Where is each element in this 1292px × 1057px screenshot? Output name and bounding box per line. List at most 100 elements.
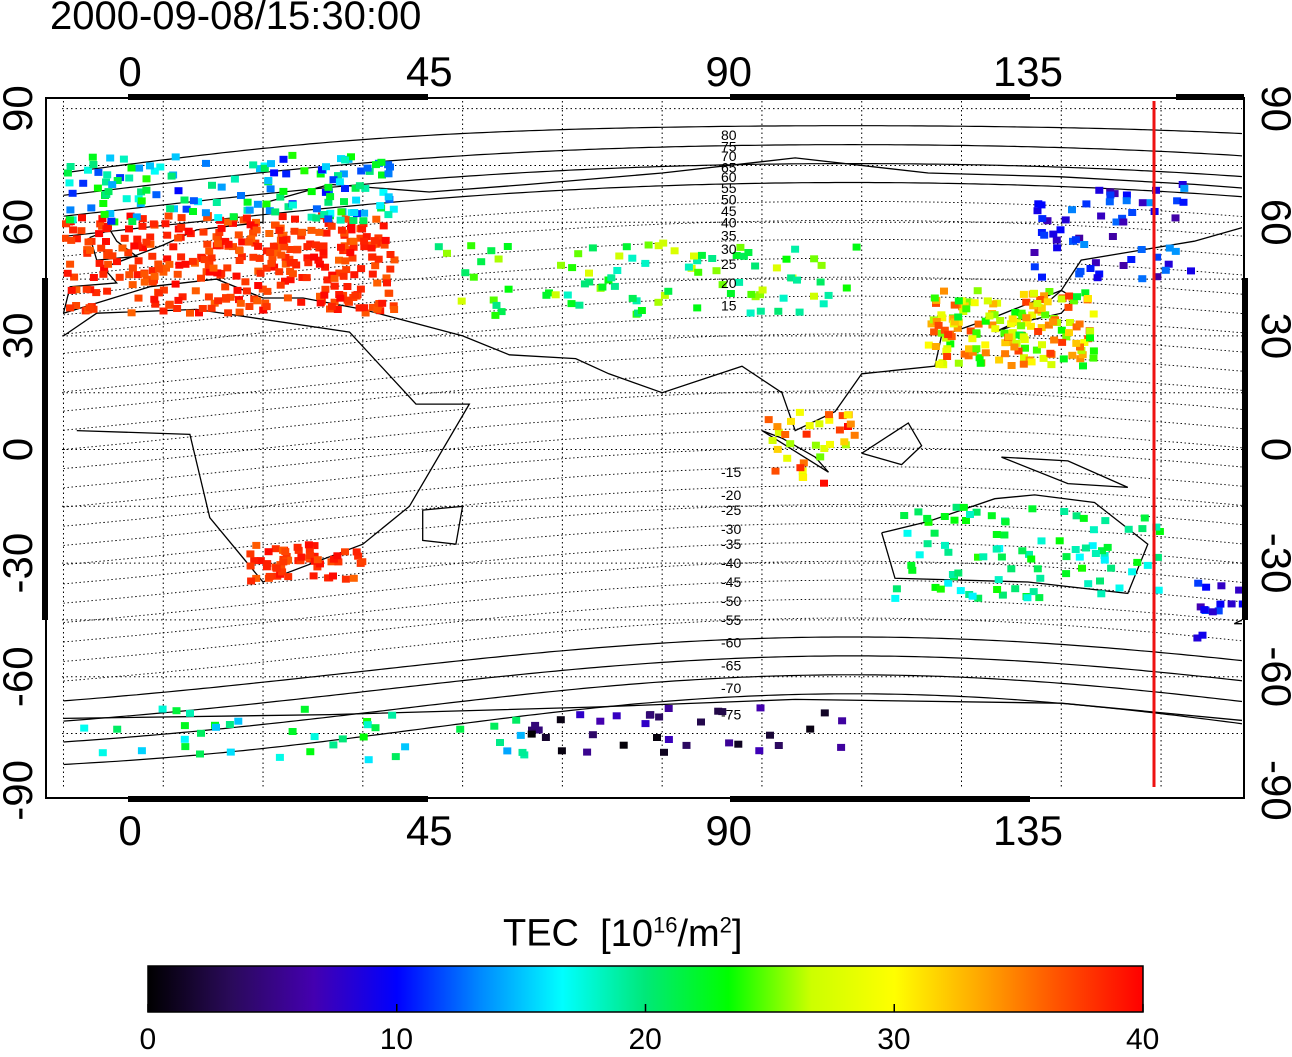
tec-cell (351, 291, 360, 299)
tec-cell (1062, 570, 1071, 578)
lat-tick-label-left: -30 (0, 533, 41, 594)
tec-cell (1138, 199, 1147, 207)
tec-cell (368, 270, 377, 278)
tec-cell (356, 285, 365, 293)
tec-cell (1086, 334, 1094, 342)
tec-cell (1028, 311, 1037, 319)
tec-cell (305, 546, 314, 554)
tec-cell (567, 300, 576, 308)
tec-cell (588, 244, 597, 252)
tec-cell (1143, 561, 1152, 569)
tec-cell (1082, 200, 1091, 208)
tec-cell (596, 717, 605, 725)
tec-cell (262, 303, 271, 311)
tec-cell (320, 291, 329, 299)
tec-cell (272, 564, 281, 572)
tec-cell (583, 748, 592, 756)
contour-label: -65 (721, 657, 741, 673)
tec-cell (952, 503, 961, 511)
tec-cell (968, 335, 977, 343)
tec-cell (165, 301, 174, 309)
contour-label: 30 (721, 241, 737, 257)
tec-cell (142, 175, 151, 183)
tec-cell (339, 272, 348, 280)
tec-cell (1091, 259, 1100, 267)
tec-cell (383, 279, 391, 287)
tec-cell (1208, 608, 1217, 616)
tec-cell (979, 553, 988, 561)
tec-cell (779, 294, 788, 302)
tec-cell (1258, 626, 1266, 633)
tec-cell (1076, 343, 1084, 351)
tec-cell (307, 213, 316, 221)
tec-cell (72, 302, 81, 309)
tec-cell (100, 264, 109, 272)
tec-cell (1021, 344, 1029, 352)
tec-cell (1216, 600, 1225, 608)
tec-cell (1127, 256, 1136, 263)
tec-cell (1217, 582, 1226, 590)
tec-cell (1214, 607, 1223, 615)
tec-cell (972, 508, 981, 516)
tec-cell (89, 161, 98, 168)
tec-cell (1038, 341, 1046, 349)
tec-cell (351, 184, 360, 192)
tec-cell (557, 747, 566, 755)
tec-cell (169, 243, 178, 251)
tec-cell (207, 254, 216, 262)
tec-cell (973, 287, 982, 295)
tec-cell (664, 736, 673, 743)
tec-cell (286, 276, 295, 284)
tec-cell (1010, 343, 1019, 351)
tec-cell (324, 198, 333, 206)
tec-cell (226, 748, 235, 756)
tec-cell (811, 441, 820, 449)
tec-cell (1101, 517, 1110, 525)
tec-cell (264, 177, 273, 184)
contour-line (63, 503, 1242, 566)
tec-cell (266, 185, 275, 193)
tec-cell (976, 359, 985, 367)
tec-cell (373, 305, 382, 313)
tec-cell (343, 283, 352, 290)
tec-cell (645, 711, 654, 719)
tec-cell (718, 281, 727, 289)
tec-cell (302, 274, 311, 282)
tec-cell (935, 360, 944, 368)
tec-cell (714, 707, 723, 715)
tec-cell (324, 183, 333, 191)
tec-cell (224, 240, 233, 248)
tec-cell (98, 222, 107, 230)
tec-cell (1001, 339, 1010, 347)
tec-cell (1259, 606, 1267, 613)
tec-cell (960, 350, 969, 358)
tec-cell (341, 257, 350, 265)
tec-cell (1007, 362, 1016, 369)
tec-cell (197, 729, 205, 737)
tec-cell (1140, 514, 1149, 522)
tec-cell (262, 200, 271, 208)
tec-cell (684, 263, 693, 271)
tec-cell (63, 169, 72, 177)
tec-cell (235, 296, 243, 304)
tec-cell (224, 309, 233, 317)
tec-cell (381, 236, 390, 244)
tec-cell (664, 705, 673, 712)
contour-line (63, 390, 1242, 450)
tec-cell (333, 306, 342, 313)
tec-cell (954, 297, 963, 305)
tec-cell (103, 171, 112, 179)
tec-cell (134, 294, 143, 302)
frame-tick-bar (1242, 278, 1248, 620)
tec-cell (1072, 512, 1081, 520)
map-title: 2000-09-08/15:30:00 (50, 0, 422, 38)
lon-tick-label-top: 90 (705, 48, 752, 95)
tec-cell (306, 748, 315, 756)
lat-tick-label-left: -90 (0, 760, 41, 821)
tec-cell (288, 270, 297, 278)
tec-cell (467, 242, 476, 250)
tec-cell (115, 273, 124, 281)
tec-cell (310, 733, 319, 741)
tec-cell (1037, 201, 1046, 209)
tec-cell (542, 291, 551, 299)
